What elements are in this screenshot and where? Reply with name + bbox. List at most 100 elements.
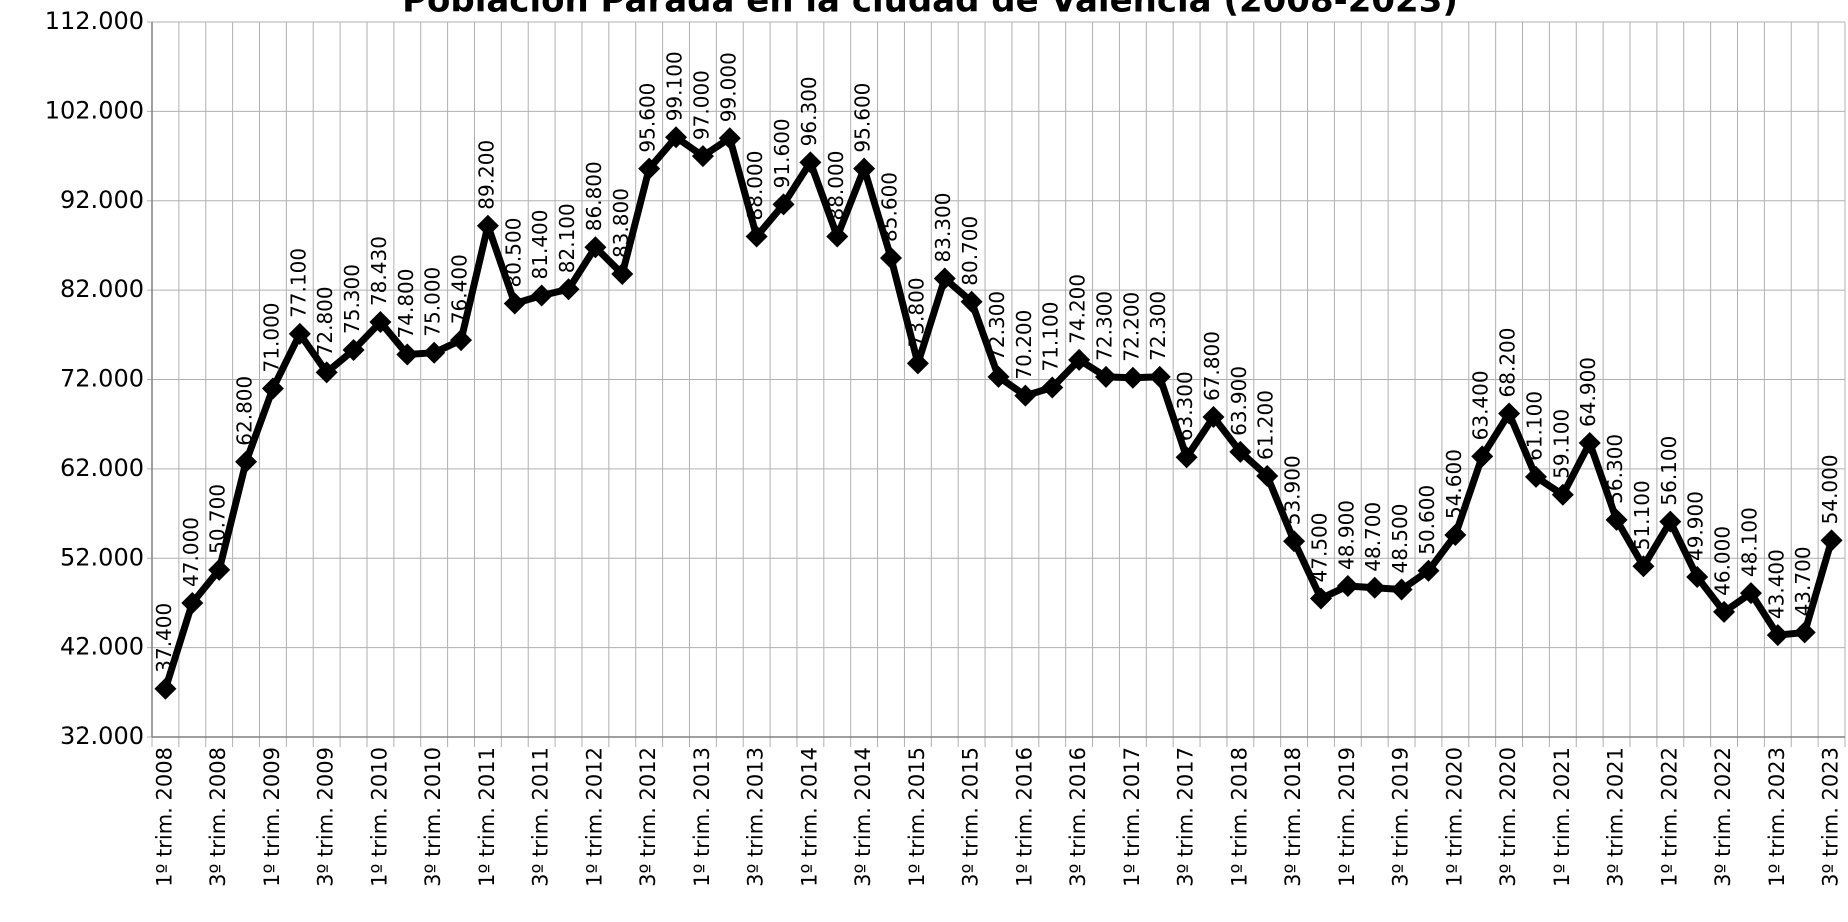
data-label: 48.900 <box>1334 500 1358 570</box>
x-tick-label: 1º trim. 2022 <box>1657 747 1681 887</box>
data-label: 99.000 <box>716 52 740 122</box>
data-point <box>1283 530 1306 553</box>
data-label: 43.400 <box>1764 549 1788 619</box>
data-label: 72.300 <box>1146 291 1170 361</box>
data-point <box>315 361 338 384</box>
y-tick-label: 112.000 <box>45 7 144 35</box>
data-point <box>1256 465 1279 488</box>
x-tick-label: 3º trim. 2020 <box>1496 747 1520 887</box>
y-tick-label: 42.000 <box>60 633 144 661</box>
data-point <box>235 450 258 473</box>
data-point <box>1766 624 1789 647</box>
data-label: 68.200 <box>1496 327 1520 397</box>
data-point <box>1229 440 1252 463</box>
data-point <box>665 126 688 149</box>
data-label: 56.300 <box>1603 434 1627 504</box>
data-label: 91.600 <box>770 118 794 188</box>
data-point <box>906 352 929 375</box>
data-label: 50.700 <box>206 484 230 554</box>
data-label: 48.100 <box>1737 507 1761 577</box>
x-tick-label: 1º trim. 2017 <box>1120 747 1144 887</box>
data-label: 99.100 <box>663 51 687 121</box>
data-label: 97.000 <box>689 70 713 140</box>
x-tick-label: 3º trim. 2009 <box>314 747 338 887</box>
data-label: 72.200 <box>1119 292 1143 362</box>
data-point <box>1336 574 1359 597</box>
data-point <box>369 311 392 334</box>
x-tick-label: 1º trim. 2008 <box>152 747 176 887</box>
data-point <box>530 284 553 307</box>
data-point <box>423 341 446 364</box>
data-point <box>1659 510 1682 533</box>
data-label: 71.100 <box>1039 302 1063 372</box>
data-point <box>1524 465 1547 488</box>
data-label: 88.000 <box>743 151 767 221</box>
data-label: 47.500 <box>1307 512 1331 582</box>
data-label: 70.200 <box>1012 310 1036 380</box>
data-point <box>1444 524 1467 547</box>
data-point <box>1309 587 1332 610</box>
data-point <box>450 329 473 352</box>
data-point <box>772 193 795 216</box>
data-label: 78.430 <box>367 236 391 306</box>
data-label: 72.300 <box>1092 291 1116 361</box>
data-point <box>261 377 284 400</box>
data-point <box>1578 431 1601 454</box>
y-tick-label: 32.000 <box>60 722 144 750</box>
data-label: 63.400 <box>1469 370 1493 440</box>
data-label: 49.900 <box>1684 491 1708 561</box>
data-label: 75.300 <box>340 264 364 334</box>
data-label: 88.000 <box>824 151 848 221</box>
data-label: 96.300 <box>797 76 821 146</box>
data-label: 95.600 <box>636 83 660 153</box>
y-tick-label: 62.000 <box>60 454 144 482</box>
data-point <box>1471 445 1494 468</box>
data-point <box>880 246 903 269</box>
data-label: 61.100 <box>1522 391 1546 461</box>
data-point <box>208 558 231 581</box>
data-point <box>584 236 607 259</box>
data-point <box>1175 446 1198 469</box>
data-point <box>1148 365 1171 388</box>
data-point <box>1417 559 1440 582</box>
data-point <box>745 225 768 248</box>
x-tick-label: 3º trim. 2016 <box>1066 747 1090 887</box>
data-label: 59.100 <box>1549 409 1573 479</box>
data-label: 77.100 <box>286 248 310 318</box>
x-tick-label: 3º trim. 2010 <box>421 747 445 887</box>
data-label: 82.100 <box>555 203 579 273</box>
data-point <box>691 145 714 168</box>
data-point <box>638 157 661 180</box>
data-point <box>1551 483 1574 506</box>
x-tick-label: 3º trim. 2017 <box>1174 747 1198 887</box>
data-label: 67.800 <box>1200 331 1224 401</box>
data-point <box>1202 406 1225 429</box>
data-label: 64.900 <box>1576 357 1600 427</box>
data-label: 74.800 <box>394 268 418 338</box>
data-label: 86.800 <box>582 161 606 231</box>
x-tick-label: 1º trim. 2014 <box>797 747 821 887</box>
data-point <box>1094 365 1117 388</box>
y-tick-label: 102.000 <box>45 96 144 124</box>
data-label: 71.000 <box>259 302 283 372</box>
x-tick-label: 1º trim. 2011 <box>475 747 499 887</box>
data-label: 73.800 <box>904 277 928 347</box>
data-point <box>933 267 956 290</box>
data-point <box>396 343 419 366</box>
x-tick-label: 3º trim. 2011 <box>529 747 553 887</box>
data-point <box>853 157 876 180</box>
x-tick-label: 1º trim. 2012 <box>582 747 606 887</box>
x-tick-label: 1º trim. 2010 <box>367 747 391 887</box>
data-point <box>987 365 1010 388</box>
data-label: 72.300 <box>985 291 1009 361</box>
data-point <box>181 591 204 614</box>
data-label: 50.600 <box>1415 485 1439 555</box>
x-tick-label: 3º trim. 2013 <box>744 747 768 887</box>
x-tick-label: 3º trim. 2008 <box>206 747 230 887</box>
data-point <box>1739 582 1762 605</box>
data-point <box>1041 376 1064 399</box>
data-point <box>557 278 580 301</box>
data-point <box>1793 621 1816 644</box>
data-label: 53.900 <box>1281 455 1305 525</box>
